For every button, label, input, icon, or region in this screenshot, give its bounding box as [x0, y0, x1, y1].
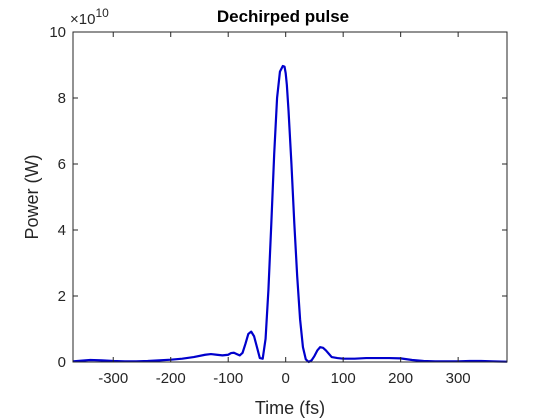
y-tick-label: 4 — [58, 222, 66, 239]
x-tick-label: 300 — [446, 370, 471, 387]
y-tick-label: 10 — [49, 24, 66, 41]
y-tick-label: 0 — [58, 354, 66, 371]
y-axis-label: Power (W) — [22, 155, 42, 240]
x-tick-label: 100 — [331, 370, 356, 387]
x-tick-label: 200 — [388, 370, 413, 387]
y-tick-label: 6 — [58, 156, 66, 173]
y-tick-label: 2 — [58, 288, 66, 305]
y-exponent-base: ×10 — [70, 11, 95, 28]
y-exponent-power: 10 — [95, 6, 109, 20]
x-tick-label: -200 — [156, 370, 186, 387]
x-tick-label: -100 — [213, 370, 243, 387]
y-tick-label: 8 — [58, 90, 66, 107]
x-axis-label: Time (fs) — [255, 398, 325, 418]
x-tick-label: -300 — [98, 370, 128, 387]
chart-title: Dechirped pulse — [217, 7, 349, 26]
x-tick-label: 0 — [282, 370, 290, 387]
